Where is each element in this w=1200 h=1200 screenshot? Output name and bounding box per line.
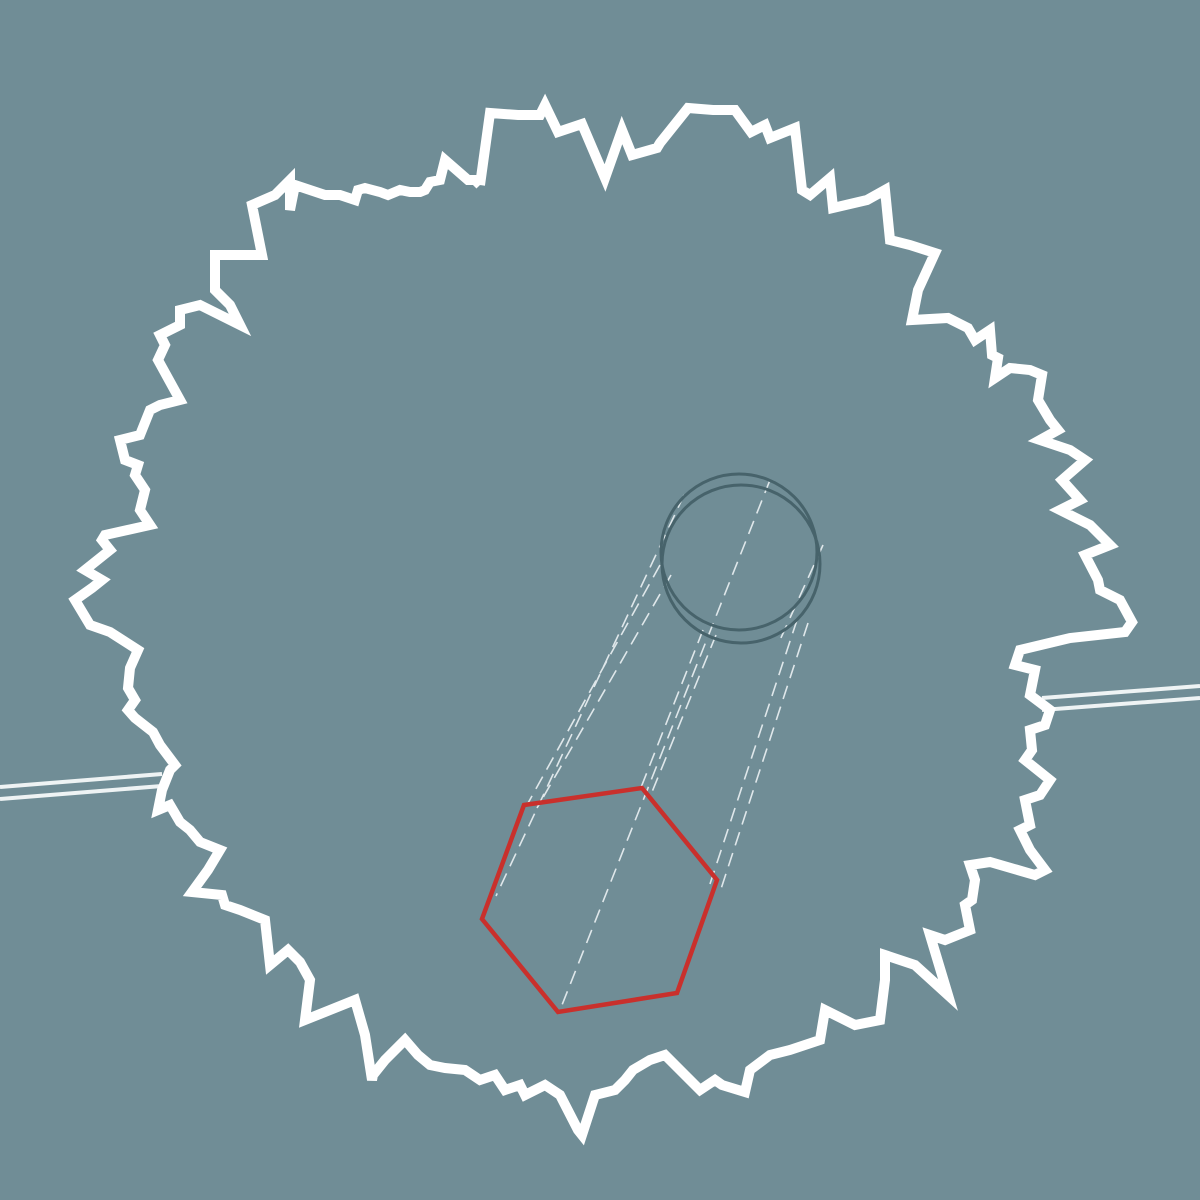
red-hexagon [479, 785, 720, 1015]
dashed-projection-lines [495, 479, 824, 1006]
double-line-right [1041, 684, 1200, 712]
double-line-left [0, 772, 163, 801]
double-ring [659, 472, 822, 645]
jagged-star-outline [68, 93, 1138, 1146]
